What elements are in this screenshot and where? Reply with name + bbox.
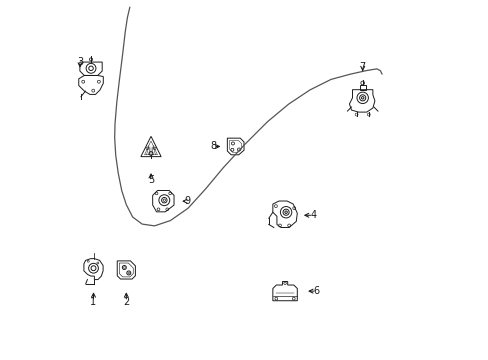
Text: 4: 4	[309, 210, 316, 220]
Circle shape	[354, 113, 357, 116]
Text: 5: 5	[147, 175, 154, 185]
Text: 7: 7	[359, 62, 365, 72]
Circle shape	[366, 113, 369, 116]
Text: 1: 1	[90, 297, 96, 307]
Text: 9: 9	[184, 196, 190, 206]
Circle shape	[360, 81, 364, 85]
Circle shape	[87, 260, 89, 262]
Bar	[359, 85, 365, 90]
Circle shape	[128, 272, 129, 274]
Text: 6: 6	[313, 286, 319, 296]
Text: 2: 2	[123, 297, 129, 307]
Circle shape	[123, 267, 125, 268]
Circle shape	[97, 262, 99, 264]
Circle shape	[89, 58, 92, 61]
Text: 8: 8	[210, 141, 216, 152]
Text: 3: 3	[77, 57, 83, 67]
